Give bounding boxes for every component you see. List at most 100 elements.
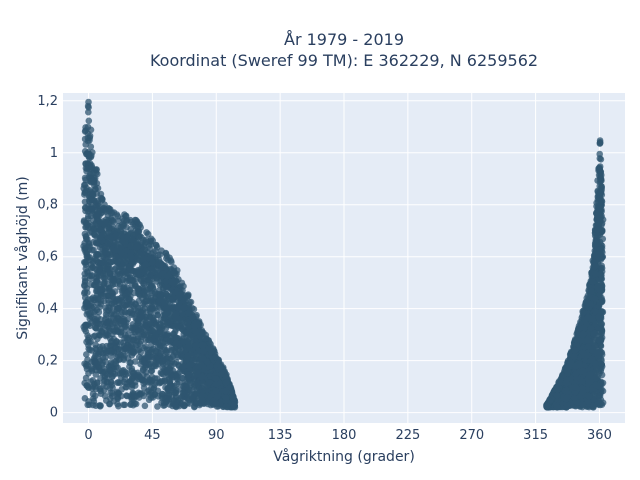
data-point xyxy=(85,398,92,405)
data-point xyxy=(92,402,100,410)
data-point xyxy=(96,303,104,311)
data-point xyxy=(105,367,113,374)
data-point xyxy=(212,387,219,395)
data-point xyxy=(114,258,121,266)
data-point xyxy=(99,292,107,300)
data-point xyxy=(172,398,180,406)
data-point xyxy=(185,371,192,379)
data-point xyxy=(199,379,206,387)
data-point xyxy=(118,249,125,257)
data-point xyxy=(204,400,212,408)
data-point xyxy=(149,268,156,276)
data-point xyxy=(184,342,192,350)
data-point xyxy=(88,196,95,204)
data-point xyxy=(107,361,115,368)
data-point xyxy=(179,287,186,294)
data-point xyxy=(124,289,131,297)
data-point xyxy=(127,274,135,282)
data-point xyxy=(156,320,164,328)
data-point xyxy=(144,388,151,396)
data-point xyxy=(163,252,171,260)
data-point xyxy=(174,351,181,359)
data-point xyxy=(109,279,116,286)
data-point xyxy=(205,379,213,386)
data-point xyxy=(143,238,150,246)
data-point xyxy=(83,351,90,358)
data-point xyxy=(154,403,161,410)
data-point xyxy=(82,323,90,330)
data-point xyxy=(120,356,128,364)
data-point xyxy=(127,226,134,233)
data-point xyxy=(154,387,162,395)
data-point xyxy=(212,375,220,382)
data-point xyxy=(96,244,104,251)
data-point xyxy=(103,347,111,355)
data-point xyxy=(80,217,88,224)
data-point xyxy=(83,151,91,158)
data-point xyxy=(199,355,207,362)
data-point xyxy=(127,242,134,250)
data-point xyxy=(131,358,139,365)
data-point xyxy=(88,313,96,321)
data-point xyxy=(163,304,171,311)
data-point xyxy=(208,347,215,355)
data-point xyxy=(80,242,87,250)
data-point xyxy=(121,334,128,342)
data-point xyxy=(103,374,111,382)
data-point xyxy=(81,288,89,296)
data-point xyxy=(135,297,143,305)
data-point xyxy=(85,98,92,106)
data-point xyxy=(92,169,100,177)
data-point xyxy=(99,369,106,377)
data-point xyxy=(156,251,164,258)
data-point xyxy=(110,218,117,225)
data-point xyxy=(127,377,134,385)
data-point xyxy=(163,290,170,298)
data-point xyxy=(140,330,148,338)
chart-title-line2: Koordinat (Sweref 99 TM): E 362229, N 62… xyxy=(150,51,538,70)
data-point xyxy=(163,319,171,326)
data-point xyxy=(157,348,165,356)
data-point xyxy=(103,383,110,390)
data-point xyxy=(199,347,206,355)
data-point xyxy=(158,399,165,406)
data-point xyxy=(222,394,230,401)
data-point xyxy=(86,339,93,346)
data-point xyxy=(183,380,190,388)
data-point xyxy=(128,340,135,348)
data-point xyxy=(212,400,220,407)
data-point xyxy=(102,304,109,312)
data-point xyxy=(154,311,161,319)
data-point xyxy=(114,400,121,408)
data-point xyxy=(118,309,126,316)
data-point xyxy=(113,353,121,361)
data-point xyxy=(198,341,206,349)
data-point xyxy=(102,358,109,366)
data-point xyxy=(81,278,89,286)
data-points xyxy=(80,98,607,411)
data-point xyxy=(149,258,156,266)
data-point xyxy=(163,355,170,362)
data-point xyxy=(169,346,176,354)
data-point xyxy=(153,244,161,251)
data-point xyxy=(88,272,95,280)
data-point xyxy=(81,181,88,189)
data-point xyxy=(192,342,199,350)
data-point xyxy=(148,297,156,304)
data-point xyxy=(84,123,92,131)
chart-title-line1: År 1979 - 2019 xyxy=(284,30,404,49)
data-point xyxy=(97,385,104,392)
data-point xyxy=(112,344,120,352)
data-point xyxy=(96,234,103,242)
data-point xyxy=(98,195,106,202)
data-point xyxy=(158,296,166,303)
data-point xyxy=(120,401,127,409)
data-point xyxy=(85,345,92,353)
data-point xyxy=(96,208,104,215)
data-point xyxy=(107,352,115,360)
data-point xyxy=(184,352,191,360)
data-point xyxy=(133,218,141,225)
data-point xyxy=(135,271,142,278)
data-point xyxy=(159,390,167,398)
